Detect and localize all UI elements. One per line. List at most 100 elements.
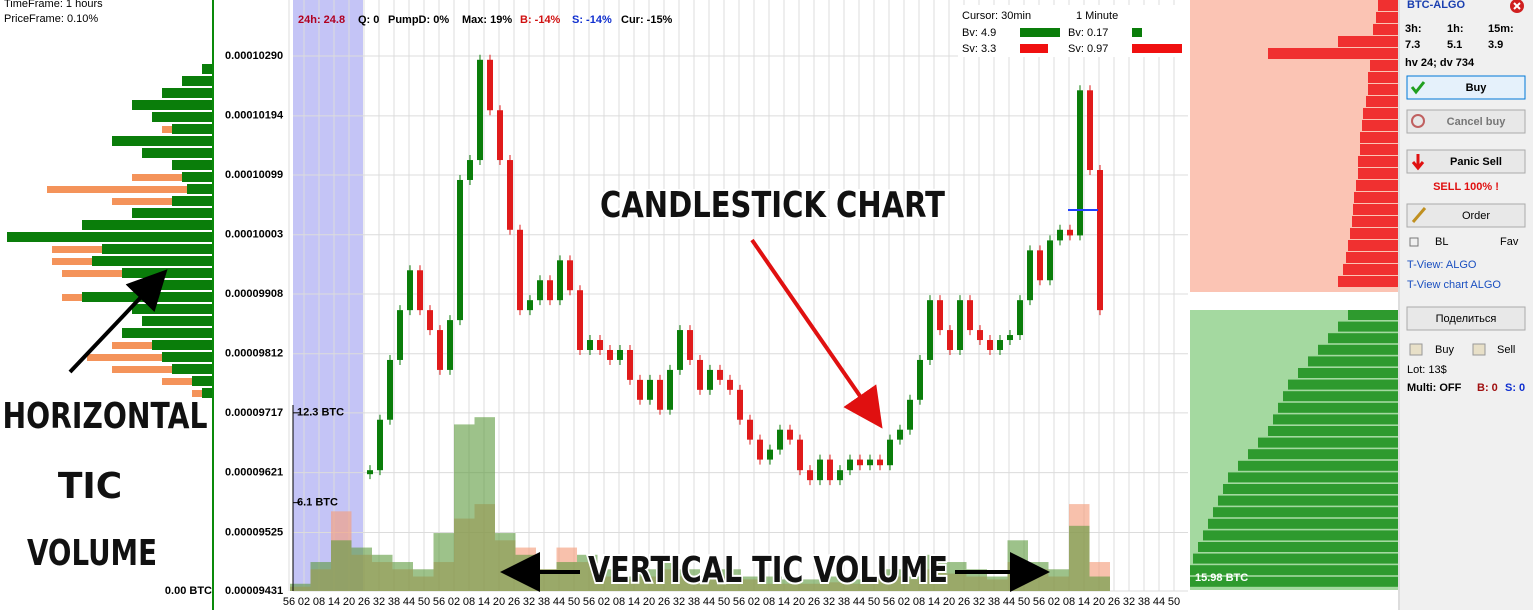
h-volume-bar [112,366,172,373]
volume-bar [720,569,741,591]
h-volume-bar [62,294,82,301]
h-volume-bar [162,352,212,362]
sell-all[interactable]: SELL 100% ! [1433,181,1499,193]
candle [977,330,983,341]
bid-bar [1268,426,1398,436]
sv-bar [1020,44,1048,53]
candle [947,330,953,350]
candle [877,459,883,466]
candle [397,310,403,360]
bl[interactable]: BL [1435,236,1448,248]
candle [987,340,993,350]
interval: 1 Minute [1076,10,1118,22]
volume-bar [905,576,926,591]
x-tick-label: 02 [598,596,610,608]
h-volume-bar [47,186,187,193]
volume-bar [454,424,475,591]
cursor: Cursor: 30min [962,10,1031,22]
candle [797,439,803,471]
x-tick-label: 44 [553,596,565,608]
candle [897,429,903,440]
candle [847,459,853,471]
x-tick-label: 08 [613,596,625,608]
annotation: VOLUME [27,533,157,574]
candle [807,470,813,481]
candle [617,349,623,360]
period: 3h: [1405,23,1422,35]
cancel-buy-button[interactable] [1406,109,1526,134]
x-tick-label: 26 [508,596,520,608]
x-tick-label: 32 [823,596,835,608]
ask-bar [1358,168,1398,179]
bid-bar [1283,391,1398,402]
x-tick-label: 08 [913,596,925,608]
h-volume-bar [132,100,212,110]
volume-bar [495,533,516,591]
volume-bar [843,579,864,591]
h-volume-bar [122,268,212,278]
link[interactable]: T-View: ALGO [1407,259,1477,271]
x-tick-label: 02 [748,596,760,608]
h-volume-bar [187,184,212,194]
arrow [68,269,168,374]
s-count: S: 0 [1505,382,1525,394]
candle [957,300,963,350]
period-value: 7.3 [1405,39,1420,51]
x-tick-label: 20 [1093,596,1105,608]
share-button[interactable] [1406,306,1526,331]
x-tick-label: 26 [808,596,820,608]
ask-bar [1268,48,1398,59]
x-tick-label: 50 [418,596,430,608]
volume-bar [741,576,762,591]
x-tick-label: 38 [538,596,550,608]
h-volume-bar [112,136,212,146]
order-button[interactable] [1406,203,1526,228]
h-volume-bar [192,390,202,397]
candle [967,300,973,331]
buy-small[interactable]: Buy [1435,344,1454,356]
candle [1017,300,1023,336]
h-volume-bar [122,328,212,338]
panic-sell-button[interactable] [1406,149,1526,174]
ask-bar [1352,216,1398,227]
x-tick-label: 38 [1138,596,1150,608]
period: 1h: [1447,23,1464,35]
candle [827,459,833,481]
candle [737,389,743,420]
buy-button[interactable] [1406,75,1526,100]
stat: Cur: -15% [621,14,673,26]
link[interactable]: T-View chart ALGO [1407,279,1501,291]
h-volume-bar [172,124,212,134]
x-tick-label: 08 [463,596,475,608]
annotation: VERTICAL TIC VOLUME [588,550,948,591]
candle [667,369,673,410]
x-tick-label: 14 [478,596,490,608]
period-value: 3.9 [1488,39,1503,51]
h-volume-bar [112,342,152,349]
candle [1097,170,1103,311]
candle [1027,250,1033,301]
period: 15m: [1488,23,1514,35]
volume-bar [1069,525,1090,591]
candle [1007,335,1013,341]
ask-bar [1366,96,1398,107]
y-tick-label: 0.00009812 [225,348,283,360]
candle [697,359,703,390]
volume-bar [618,576,639,591]
x-tick-label: 02 [898,596,910,608]
h-volume-bar [182,172,212,182]
bid-bar [1218,495,1398,506]
h-volume-bar [62,270,122,277]
bv-bar [1020,28,1060,37]
candle [837,470,843,481]
fav[interactable]: Fav [1500,236,1519,248]
y-tick-label: 0.00010003 [225,229,283,241]
h-volume-bar [182,76,212,86]
x-tick-label: 50 [1168,596,1180,608]
priceframe: PriceFrame: 0.10% [4,13,98,25]
h-volume-bar [142,148,212,158]
x-tick-label: 14 [928,596,940,608]
h-volume-bar [152,112,212,122]
stat: 24h: 24.8 [298,14,345,26]
sell-small[interactable]: Sell [1497,344,1515,356]
